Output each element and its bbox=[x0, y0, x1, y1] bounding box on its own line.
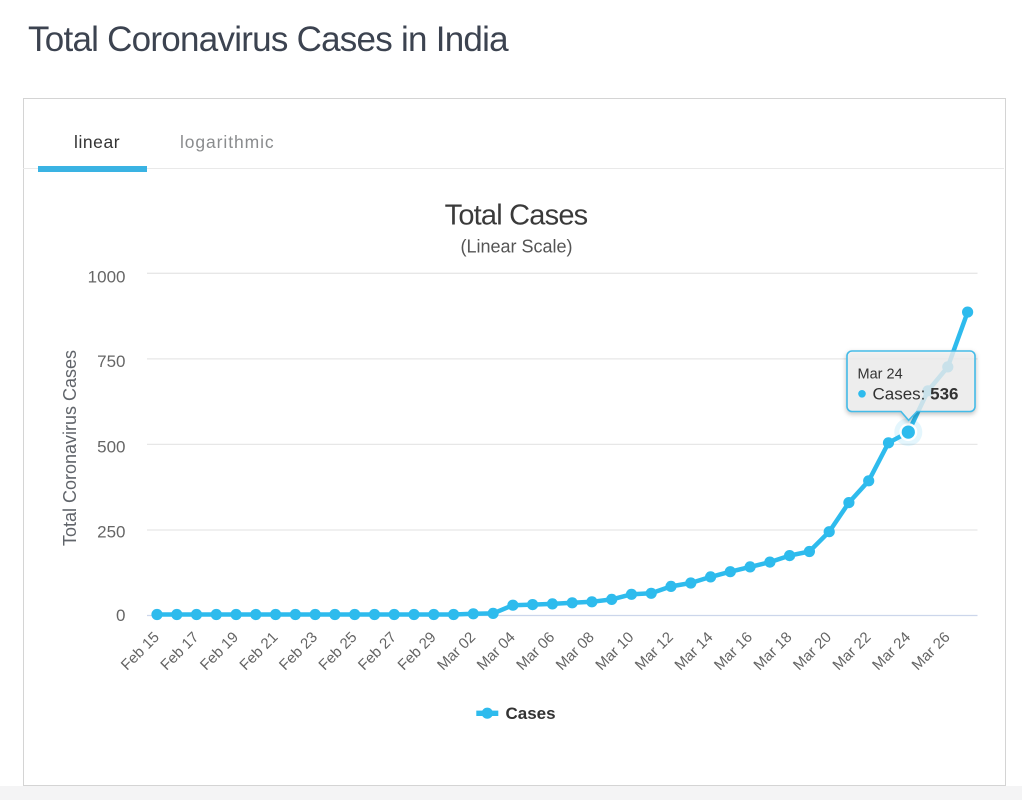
svg-text:Mar 26: Mar 26 bbox=[909, 629, 954, 674]
svg-text:Mar 14: Mar 14 bbox=[671, 629, 716, 674]
svg-text:1000: 1000 bbox=[88, 268, 126, 287]
svg-text:Mar 12: Mar 12 bbox=[632, 629, 677, 674]
svg-text:Mar 04: Mar 04 bbox=[474, 629, 519, 674]
svg-text:Mar 10: Mar 10 bbox=[592, 629, 637, 674]
svg-text:750: 750 bbox=[97, 352, 125, 371]
svg-text:Cases: Cases bbox=[506, 704, 556, 723]
svg-text:Mar 20: Mar 20 bbox=[790, 629, 835, 674]
svg-text:Feb 15: Feb 15 bbox=[118, 629, 163, 674]
svg-text:Mar 06: Mar 06 bbox=[513, 629, 558, 674]
svg-text:Feb 27: Feb 27 bbox=[355, 629, 400, 674]
svg-text:Total Cases: Total Cases bbox=[445, 199, 588, 231]
svg-text:Feb 25: Feb 25 bbox=[315, 629, 360, 674]
svg-text:Mar 08: Mar 08 bbox=[553, 629, 598, 674]
svg-text:0: 0 bbox=[116, 606, 125, 625]
svg-text:Mar 02: Mar 02 bbox=[434, 629, 479, 674]
svg-text:Feb 21: Feb 21 bbox=[236, 629, 281, 674]
svg-text:Mar 22: Mar 22 bbox=[829, 629, 874, 674]
svg-text:Feb 19: Feb 19 bbox=[197, 629, 242, 674]
svg-text:(Linear Scale): (Linear Scale) bbox=[460, 236, 572, 256]
svg-text:Mar 16: Mar 16 bbox=[711, 629, 756, 674]
svg-text:Feb 17: Feb 17 bbox=[157, 629, 202, 674]
svg-text:Mar 24: Mar 24 bbox=[869, 629, 914, 674]
svg-text:Feb 29: Feb 29 bbox=[395, 629, 440, 674]
svg-text:250: 250 bbox=[97, 522, 125, 541]
svg-text:500: 500 bbox=[97, 438, 125, 457]
svg-text:Cases: 536: Cases: 536 bbox=[873, 385, 959, 404]
svg-text:Total Coronavirus Cases: Total Coronavirus Cases bbox=[60, 350, 80, 546]
svg-text:Mar 18: Mar 18 bbox=[750, 629, 795, 674]
svg-text:Mar 24: Mar 24 bbox=[858, 367, 903, 383]
svg-text:Feb 23: Feb 23 bbox=[276, 629, 321, 674]
